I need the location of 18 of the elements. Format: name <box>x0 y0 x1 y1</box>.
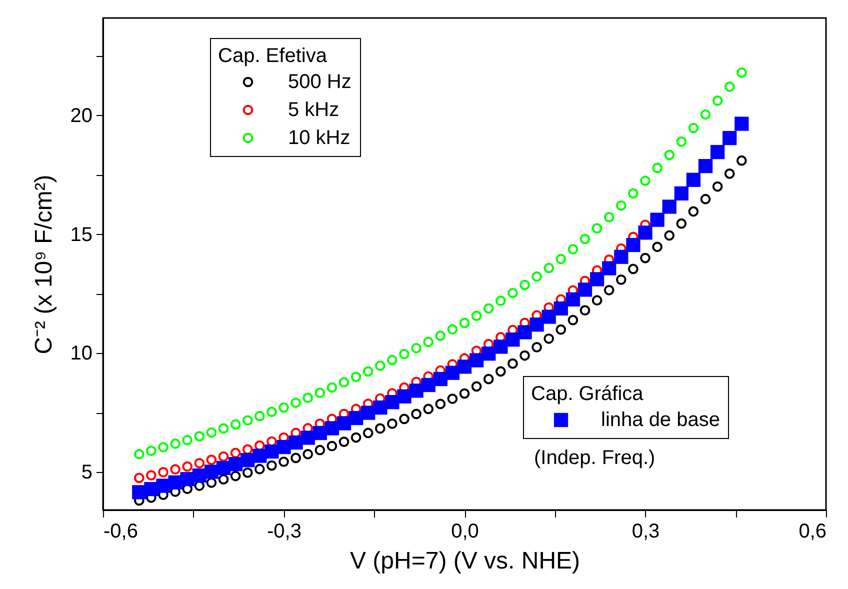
y-tick-label: 5 <box>81 461 92 484</box>
y-tick-label: 10 <box>70 342 92 365</box>
annotation: Cap. Gráfica <box>531 383 644 405</box>
legend-label: 10 kHz <box>288 127 350 149</box>
legend-label: 500 Hz <box>288 71 352 93</box>
legend-label: linha de base <box>601 409 720 431</box>
y-tick-label: 20 <box>70 104 92 127</box>
legend-label: 5 kHz <box>288 99 340 121</box>
x-tick-label: -0,3 <box>267 520 302 542</box>
legend-title: Cap. Efetiva <box>218 45 328 67</box>
y-tick-label: 15 <box>70 224 92 246</box>
x-tick-label: 0,0 <box>451 520 479 542</box>
x-tick-label: 0,3 <box>632 520 660 542</box>
x-tick-label: -0,6 <box>104 520 138 542</box>
x-axis-title: V (pH=7) (V vs. NHE) <box>350 548 580 574</box>
y-axis-title: C⁻² (x 10⁹ F/cm²) <box>30 174 58 354</box>
x-tick-label: 0,6 <box>798 520 826 542</box>
annotation: (Indep. Freq.) <box>534 447 656 469</box>
